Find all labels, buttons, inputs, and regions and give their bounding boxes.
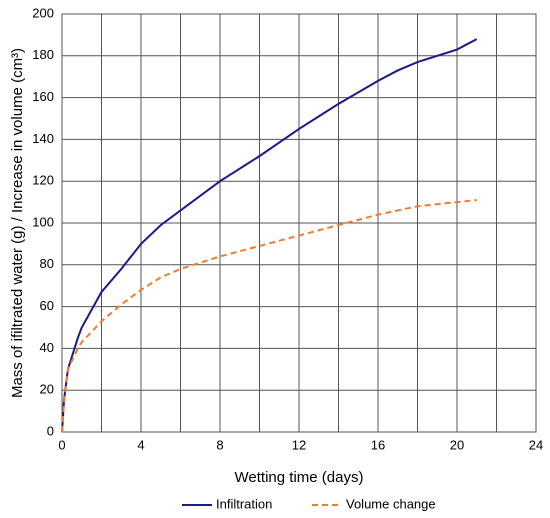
plot-frame — [61, 13, 537, 433]
y-tick-label: 180 — [32, 47, 54, 62]
x-tick-label: 24 — [529, 437, 543, 452]
x-tick-label: 16 — [371, 437, 385, 452]
data-line — [61, 38, 478, 433]
x-axis-label: Wetting time (days) — [235, 469, 364, 486]
y-tick-label: 100 — [32, 214, 54, 229]
x-tick-label: 0 — [58, 437, 65, 452]
x-tick-label: 8 — [216, 437, 223, 452]
y-tick-label: 60 — [40, 298, 54, 313]
y-tick-label: 20 — [40, 382, 54, 397]
x-tick-label: 20 — [450, 437, 464, 452]
legend-label: Volume change — [346, 496, 436, 511]
y-tick-label: 160 — [32, 89, 54, 104]
x-tick-label: 12 — [292, 437, 306, 452]
x-tick-label: 4 — [137, 437, 144, 452]
y-tick-label: 140 — [32, 131, 54, 146]
y-tick-label: 120 — [32, 173, 54, 188]
y-tick-label: 0 — [47, 423, 54, 438]
y-tick-label: 40 — [40, 340, 54, 355]
legend-label: Infiltration — [216, 496, 272, 511]
data-line — [61, 199, 477, 433]
y-tick-label: 200 — [32, 5, 54, 20]
y-axis-label: Mass of ifiltrated water (g) / Increase … — [9, 48, 26, 398]
y-tick-label: 80 — [40, 256, 54, 271]
